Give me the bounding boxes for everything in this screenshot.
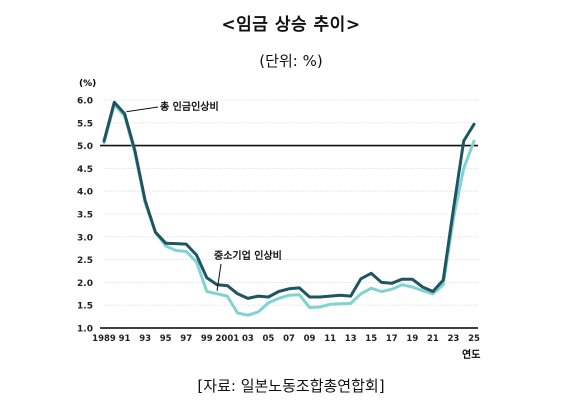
y-tick-label: 5.0 xyxy=(77,142,93,152)
x-tick-label: 91 xyxy=(119,334,131,344)
y-tick-label: 1.5 xyxy=(77,302,93,312)
source-note: [자료: 일본노동조합총연합회] xyxy=(197,377,385,395)
x-tick-label: 21 xyxy=(427,334,439,344)
x-axis-title: 연도 xyxy=(462,348,480,361)
x-tick-label: 09 xyxy=(304,334,316,344)
x-tick-label: 17 xyxy=(386,334,398,344)
y-tick-label: 3.0 xyxy=(77,233,93,243)
series-lines xyxy=(102,100,476,317)
y-tick-label: 4.0 xyxy=(77,188,93,198)
x-tick-label: 05 xyxy=(263,334,275,344)
y-tick-label: 5.5 xyxy=(77,119,93,129)
x-tick-label: 25 xyxy=(468,334,480,344)
x-tick-label: 1989 xyxy=(92,334,116,344)
x-tick-label: 07 xyxy=(283,334,295,344)
x-tick-label: 03 xyxy=(242,334,254,344)
annotation-sme: 중소기업 인상비 xyxy=(214,249,282,262)
y-gridlines xyxy=(104,99,478,306)
y-tick-labels: 1.0 1.5 2.0 2.5 3.0 3.5 4.0 4.5 5.0 5.5 6.0 xyxy=(77,97,93,335)
annotation-leader-total xyxy=(126,106,159,113)
series-line-total xyxy=(102,100,476,300)
x-tick-label: 13 xyxy=(345,334,357,344)
series-line-sme xyxy=(102,103,476,317)
y-tick-label: 1.0 xyxy=(77,325,93,335)
x-tick-label: 97 xyxy=(180,334,192,344)
x-tick-labels: 1989 91 93 95 97 99 2001 03 05 07 09 11 13 15 17 19 21 23… xyxy=(92,334,480,344)
x-tick-label: 93 xyxy=(139,334,151,344)
x-tick-label: 95 xyxy=(160,334,172,344)
x-tick-label: 99 xyxy=(201,334,213,344)
y-unit-label: (%) xyxy=(79,79,96,89)
x-tick-label: 19 xyxy=(406,334,418,344)
y-tick-label: 3.5 xyxy=(77,211,93,221)
x-tick-label: 11 xyxy=(324,334,336,344)
x-tick-label: 2001 xyxy=(215,334,239,344)
annotation-leader-sme xyxy=(216,263,222,291)
y-tick-label: 4.5 xyxy=(77,165,93,175)
y-tick-label: 2.5 xyxy=(77,256,93,266)
x-tick-label: 23 xyxy=(448,334,460,344)
y-tick-label: 6.0 xyxy=(77,97,93,107)
annotation-total: 총 인금인상비 xyxy=(160,100,219,113)
chart-title: <임금 상승 추이> xyxy=(221,15,361,35)
chart-subtitle: (단위: %) xyxy=(259,52,323,70)
y-tick-label: 2.0 xyxy=(77,279,93,289)
x-tick-label: 15 xyxy=(365,334,377,344)
